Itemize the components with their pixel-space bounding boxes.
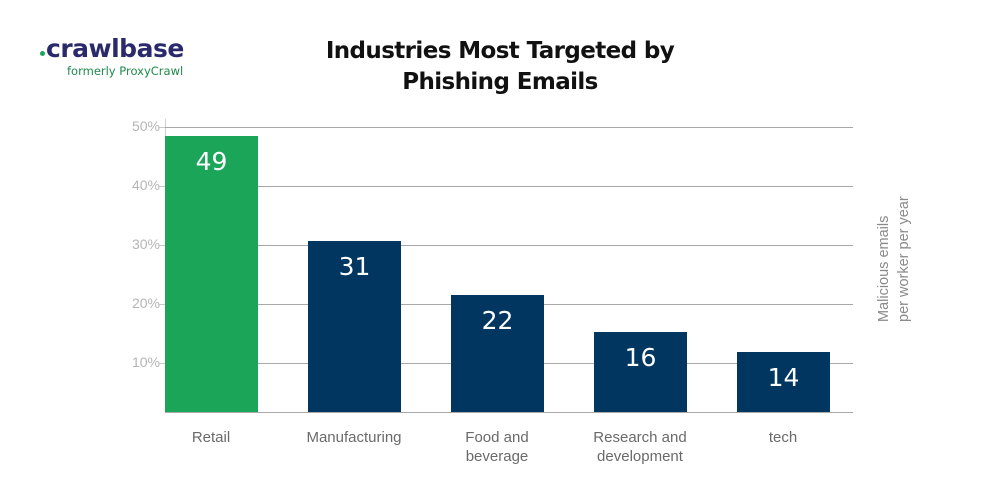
y-tick-label-10: 10% (131, 354, 160, 370)
bar-value-label: 14 (767, 363, 800, 393)
bar-manufacturing: 31 (308, 241, 401, 412)
x-axis-baseline (165, 412, 853, 413)
x-label-line: Retail (191, 429, 231, 446)
gridline-50 (165, 127, 853, 128)
x-label-research-and-development: Research and development (565, 428, 715, 466)
y-tick-label-40: 40% (131, 177, 160, 193)
bar-value-label: 31 (338, 252, 371, 281)
logo-wordmark: crawlbase (40, 36, 184, 62)
y-tick (158, 127, 165, 128)
chart-title: Industries Most Targeted by Phishing Ema… (300, 36, 700, 98)
x-label-line: beverage (465, 448, 529, 465)
crawlbase-logo: crawlbase formerly ProxyCrawl (40, 36, 184, 78)
x-label-tech: tech (708, 428, 858, 447)
x-label-manufacturing: Manufacturing (279, 428, 429, 447)
x-label-line: development (597, 448, 683, 465)
bar-value-label: 49 (195, 146, 228, 176)
y-tick-label-20: 20% (131, 295, 160, 311)
chart-title-line-1: Industries Most Targeted by (325, 38, 675, 64)
gridline-40 (165, 186, 853, 187)
y-tick (158, 363, 165, 364)
bar-research-and-development: 16 (594, 332, 687, 412)
bar-retail: 49 (165, 135, 258, 412)
bar-value-label: 16 (624, 343, 657, 373)
bar-food-and-beverage: 22 (451, 295, 544, 412)
logo-subtitle: formerly ProxyCrawl (67, 64, 184, 78)
logo-dot-icon (40, 50, 45, 56)
x-label-line: Research and (593, 429, 687, 446)
y-axis-title-line-2: per worker per year (896, 196, 912, 322)
x-label-line: tech (768, 429, 798, 446)
y-tick-label-50: 50% (131, 118, 160, 134)
y-axis-title-line-1: Malicious emails (876, 215, 892, 322)
y-tick-label-30: 30% (131, 236, 160, 252)
y-tick (158, 245, 165, 246)
x-label-line: Manufacturing (306, 429, 402, 446)
y-axis-title: Malicious emails per worker per year (874, 196, 914, 322)
plot-area: 49 31 22 16 14 (158, 119, 853, 413)
x-label-line: Food and (465, 429, 529, 446)
y-tick (158, 304, 165, 305)
bar-value-label: 22 (481, 306, 514, 336)
chart-title-line-2: Phishing Emails (402, 69, 598, 95)
logo-brand-text: crawlbase (46, 34, 184, 63)
bar-tech: 14 (737, 352, 830, 412)
y-tick (158, 186, 165, 187)
gridline-30 (165, 245, 853, 246)
x-label-food-and-beverage: Food and beverage (422, 428, 572, 466)
x-label-retail: Retail (136, 428, 286, 447)
